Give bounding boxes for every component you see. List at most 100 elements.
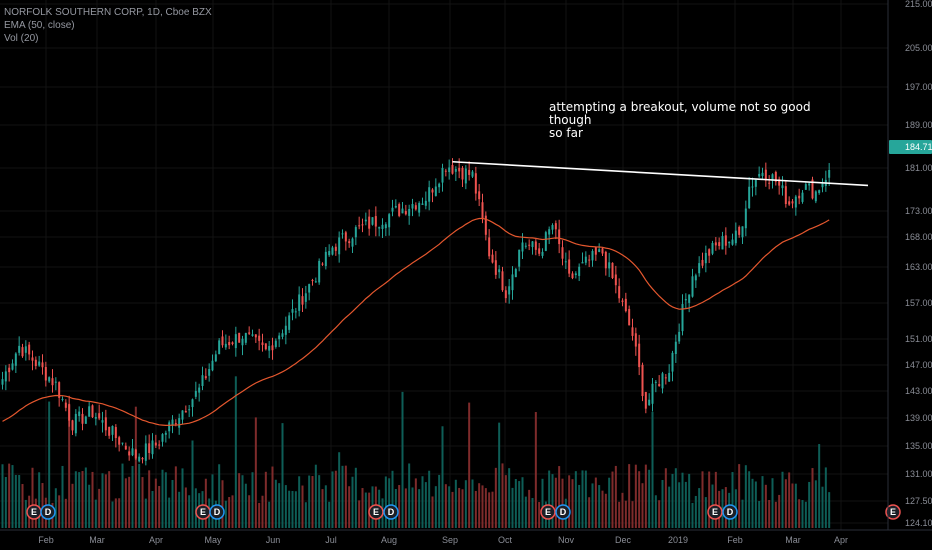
volume-bar xyxy=(74,471,77,528)
volume-bar xyxy=(434,486,437,528)
volume-bar xyxy=(354,467,357,528)
candle-body xyxy=(121,442,124,444)
candle-body xyxy=(544,232,547,251)
candle-body xyxy=(88,406,91,417)
dividend-marker[interactable]: D xyxy=(383,504,399,520)
candle-body xyxy=(504,290,507,299)
volume-bar xyxy=(148,470,151,528)
volume-bar xyxy=(521,477,524,528)
candle-body xyxy=(434,186,437,196)
trendline[interactable] xyxy=(452,160,869,187)
candle-body xyxy=(801,192,804,202)
candle-body xyxy=(618,286,621,299)
candle-body xyxy=(698,263,701,274)
volume-bar xyxy=(48,401,51,528)
candle-body xyxy=(571,273,574,279)
volume-bar xyxy=(278,483,281,528)
volume-bar xyxy=(791,483,794,528)
candle-body xyxy=(261,342,264,346)
candle-body xyxy=(384,224,387,229)
candle-body xyxy=(798,195,801,199)
volume-bar xyxy=(114,498,117,528)
earnings-marker[interactable]: E xyxy=(885,504,901,520)
volume-bar xyxy=(344,465,347,528)
candle-body xyxy=(708,249,711,256)
candle-body xyxy=(124,445,127,450)
candle-body xyxy=(371,217,374,225)
candle-body xyxy=(241,338,244,346)
candle-body xyxy=(458,167,461,172)
volume-bar xyxy=(358,500,361,528)
candle-body xyxy=(288,315,291,330)
candle-body xyxy=(758,173,761,177)
candle-body xyxy=(791,201,794,204)
earnings-marker[interactable]: E xyxy=(707,504,723,520)
price-tick-label: 147.00 xyxy=(905,360,932,370)
earnings-marker[interactable]: E xyxy=(368,504,384,520)
candle-body xyxy=(754,179,757,187)
time-axis[interactable]: Feb Mar Apr May Jun Jul Aug Sep Oct Nov Dec 2019 Feb… xyxy=(38,535,848,545)
volume-bar xyxy=(578,484,581,528)
volume-bar xyxy=(191,440,194,528)
candle-body xyxy=(184,410,187,413)
volume-bar xyxy=(811,468,814,528)
candle-body xyxy=(378,227,381,229)
candle-body xyxy=(178,418,181,428)
earnings-marker[interactable]: E xyxy=(540,504,556,520)
candle-body xyxy=(494,260,497,275)
candle-body xyxy=(364,219,367,222)
dividend-marker[interactable]: D xyxy=(209,504,225,520)
annotation-line-1: attempting a breakout, volume not so goo… xyxy=(549,100,811,127)
dividend-marker[interactable]: D xyxy=(555,504,571,520)
time-tick-label: Feb xyxy=(38,535,54,545)
candle-body xyxy=(161,434,164,442)
price-tick-label: 139.00 xyxy=(905,413,932,423)
candle-body xyxy=(231,342,234,345)
candle-body xyxy=(251,334,254,336)
candle-body xyxy=(314,281,317,283)
volume-bar xyxy=(308,475,311,528)
volume-bar xyxy=(591,483,594,528)
volume-bar xyxy=(604,493,607,528)
volume-bar xyxy=(384,476,387,528)
volume-bar xyxy=(608,477,611,528)
time-tick-label: Jun xyxy=(266,535,281,545)
volume-bar xyxy=(584,470,587,528)
candle-body xyxy=(498,269,501,273)
dividend-marker[interactable]: D xyxy=(40,504,56,520)
time-tick-label: 2019 xyxy=(668,535,688,545)
volume-bar xyxy=(741,499,744,528)
chart-annotation[interactable]: attempting a breakout, volume not so goo… xyxy=(549,101,819,140)
earnings-marker[interactable]: E xyxy=(195,504,211,520)
volume-bar xyxy=(688,473,691,528)
volume-legend: Vol (20) xyxy=(4,33,39,44)
candle-body xyxy=(631,327,634,336)
time-tick-label: Apr xyxy=(834,535,848,545)
candle-body xyxy=(581,262,584,264)
candle-body xyxy=(138,456,141,462)
dividend-marker[interactable]: D xyxy=(722,504,738,520)
candle-body xyxy=(478,191,481,200)
earnings-marker[interactable]: E xyxy=(26,504,42,520)
volume-bar xyxy=(818,444,821,528)
volume-bar xyxy=(338,452,341,528)
candle-body xyxy=(488,237,491,257)
candle-body xyxy=(781,185,784,189)
volume-bar xyxy=(241,475,244,528)
volume-bar xyxy=(298,476,301,528)
volume-bar xyxy=(684,481,687,528)
volume-bar xyxy=(11,465,14,528)
price-axis[interactable]: 215.00 205.00 197.00 189.00 181.00 173.00 168.… xyxy=(905,0,932,528)
volume-bar xyxy=(484,488,487,528)
volume-bar xyxy=(94,499,97,528)
candle-body xyxy=(424,200,427,206)
candle-body xyxy=(564,261,567,263)
volume-bar xyxy=(701,471,704,528)
volume-bar xyxy=(624,500,627,528)
candle-body xyxy=(131,448,134,456)
volume-bar xyxy=(224,500,227,528)
candle-body xyxy=(764,169,767,181)
svg-text:E: E xyxy=(31,507,37,517)
